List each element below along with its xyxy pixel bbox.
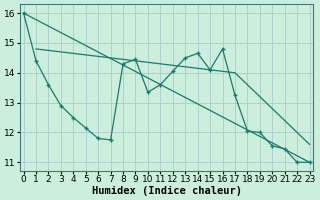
X-axis label: Humidex (Indice chaleur): Humidex (Indice chaleur) <box>92 186 242 196</box>
